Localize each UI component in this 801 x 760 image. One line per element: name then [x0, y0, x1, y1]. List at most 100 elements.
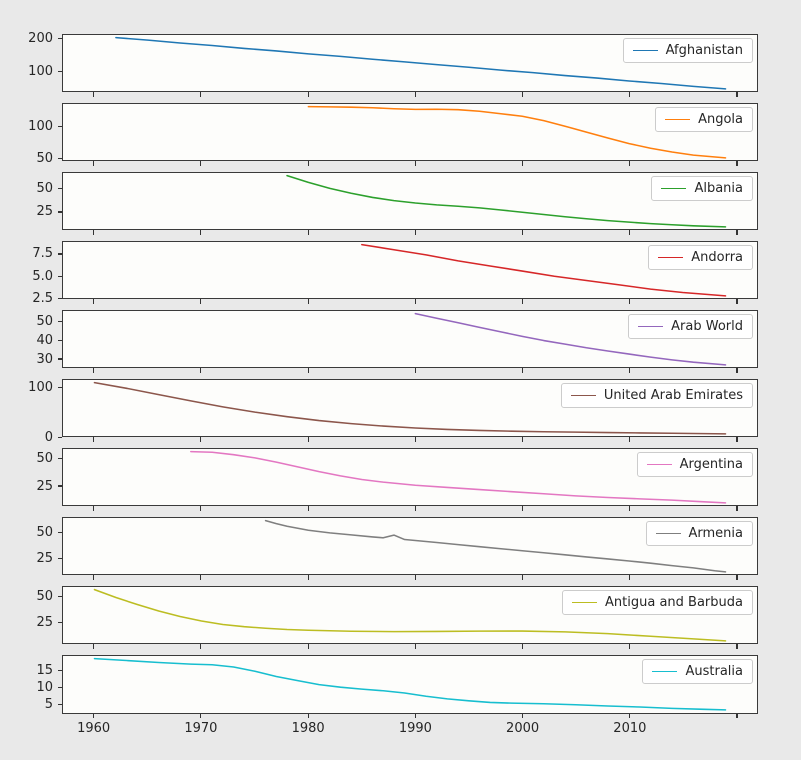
x-tick	[93, 299, 95, 304]
x-tick	[414, 299, 416, 304]
x-tick	[93, 713, 95, 719]
x-tick	[307, 230, 309, 235]
legend-label: Afghanistan	[665, 42, 743, 58]
x-tick	[736, 368, 738, 373]
arab-world-line-chart	[414, 312, 727, 366]
y-tick-label: 15	[36, 663, 53, 679]
x-tick	[736, 644, 738, 649]
australia-line	[93, 657, 727, 711]
y-tick	[58, 596, 62, 598]
y-tick-label: 100	[28, 118, 53, 134]
x-tick	[200, 506, 202, 511]
y-tick-label: 50	[36, 451, 53, 467]
legend-line-sample	[572, 601, 598, 603]
legend-line-sample	[652, 671, 678, 673]
x-tick	[200, 575, 202, 580]
x-tick	[629, 713, 631, 719]
y-tick	[58, 125, 62, 127]
united-arab-emirates-line-chart	[93, 381, 727, 435]
x-tick	[307, 437, 309, 442]
x-tick	[629, 230, 631, 235]
angola-line	[307, 105, 727, 159]
y-tick	[58, 297, 62, 299]
x-tick	[736, 299, 738, 304]
axes: United Arab Emirates	[62, 378, 758, 438]
subplot-angola: Angola 100 50	[0, 102, 801, 166]
axes: Armenia	[62, 516, 758, 576]
x-tick	[200, 644, 202, 649]
andorra-line	[361, 243, 727, 297]
y-tick-label: 7.5	[32, 246, 53, 262]
legend-line-sample	[658, 256, 684, 258]
axes: Antigua and Barbuda	[62, 585, 758, 645]
subplot-united-arab-emirates: United Arab Emirates 100 0	[0, 378, 801, 445]
albania-line-chart	[286, 174, 727, 228]
x-tick	[93, 368, 95, 373]
x-tick	[414, 92, 416, 97]
legend-label: Angola	[698, 111, 743, 127]
x-tick	[522, 161, 524, 166]
antigua-and-barbuda-line	[93, 588, 727, 642]
antigua-and-barbuda-line-chart	[93, 588, 727, 642]
andorra-line-chart	[361, 243, 727, 297]
x-tick	[93, 575, 95, 580]
axes: Arab World	[62, 309, 758, 369]
axes: Afghanistan	[62, 33, 758, 92]
y-tick-label: 40	[36, 332, 53, 348]
x-tick-label: 1980	[291, 721, 325, 737]
y-tick-label: 50	[36, 589, 53, 605]
y-tick-label: 5	[44, 696, 53, 712]
x-tick	[307, 368, 309, 373]
x-tick	[522, 644, 524, 649]
argentina-line	[190, 450, 727, 504]
y-tick	[58, 38, 62, 40]
subplot-arab-world: Arab World 50 40 30	[0, 309, 801, 373]
legend: Afghanistan	[622, 37, 753, 63]
x-tick	[629, 92, 631, 97]
x-tick	[414, 644, 416, 649]
x-tick	[629, 299, 631, 304]
legend-line-sample	[638, 325, 664, 327]
y-tick-label: 5.0	[32, 268, 53, 284]
legend: Andorra	[648, 244, 753, 270]
y-tick	[58, 386, 62, 389]
axes: Albania	[62, 171, 758, 231]
x-tick	[414, 161, 416, 166]
y-tick-label: 0	[44, 429, 53, 445]
legend-label: Argentina	[679, 456, 743, 472]
legend-line-sample	[661, 187, 687, 189]
y-tick-label: 50	[36, 524, 53, 540]
x-tick	[414, 713, 416, 719]
legend: Angola	[655, 106, 753, 132]
subplot-andorra: Andorra 7.5 5.0 2.5	[0, 240, 801, 306]
legend: Australia	[642, 659, 753, 685]
x-tick	[522, 368, 524, 373]
x-tick-label: 1960	[77, 721, 111, 737]
legend-label: Andorra	[691, 249, 743, 265]
x-tick	[522, 299, 524, 304]
x-tick	[307, 161, 309, 166]
y-tick	[58, 358, 62, 360]
x-tick	[522, 437, 524, 442]
x-tick	[736, 506, 738, 511]
x-tick	[307, 506, 309, 511]
afghanistan-line	[115, 36, 727, 90]
x-tick	[736, 437, 738, 442]
armenia-line-chart	[264, 519, 727, 573]
y-tick	[58, 670, 62, 672]
legend-line-sample	[632, 49, 658, 51]
x-tick	[522, 506, 524, 511]
y-tick	[58, 622, 62, 624]
legend-line-sample	[665, 118, 691, 120]
y-tick-label: 25	[36, 204, 53, 220]
x-tick	[414, 230, 416, 235]
legend: Argentina	[636, 451, 753, 477]
y-tick-label: 30	[36, 351, 53, 367]
y-tick-label: 2.5	[32, 290, 53, 306]
australia-line-chart	[93, 657, 727, 711]
y-tick	[58, 157, 62, 159]
x-tick-label: 2010	[613, 721, 647, 737]
x-tick	[522, 230, 524, 235]
x-tick	[629, 575, 631, 580]
